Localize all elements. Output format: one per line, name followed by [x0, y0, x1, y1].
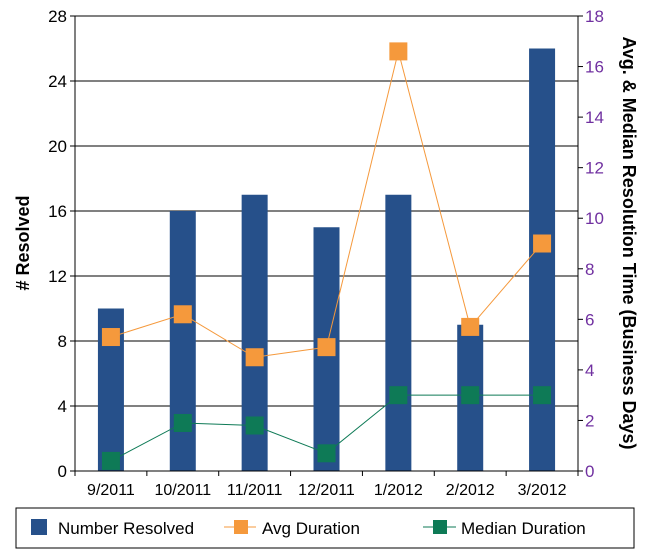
axes [74, 16, 579, 472]
marker-avg-duration [101, 328, 120, 347]
marker-median-duration [173, 413, 192, 432]
right-axis-title: Avg. & Median Resolution Time (Business … [619, 36, 639, 449]
left-tick-label: 20 [48, 137, 67, 156]
marker-avg-duration [533, 234, 552, 253]
left-tick-label: 8 [58, 332, 67, 351]
series-markers [101, 42, 552, 470]
legend-label-number-resolved: Number Resolved [58, 519, 194, 538]
left-axis-title: # Resolved [13, 195, 33, 290]
marker-avg-duration [461, 317, 480, 336]
legend-marker-median-duration [433, 520, 447, 534]
marker-avg-duration [389, 42, 408, 61]
left-tick-label: 28 [48, 7, 67, 26]
legend-frame [15, 507, 635, 549]
marker-median-duration [101, 451, 120, 470]
legend-marker-avg-duration [234, 520, 248, 534]
marker-median-duration [245, 416, 264, 435]
marker-avg-duration [317, 338, 336, 357]
left-tick-label: 4 [58, 397, 67, 416]
x-tick-label: 3/2012 [518, 482, 567, 499]
marker-median-duration [461, 386, 480, 405]
right-tick-label: 0 [585, 462, 594, 481]
bar-number-resolved [169, 211, 196, 471]
right-tick-label: 2 [585, 411, 594, 430]
bar-number-resolved [529, 48, 556, 471]
x-tick-label: 12/2011 [298, 482, 355, 499]
right-tick-label: 18 [585, 7, 604, 26]
right-tick-label: 6 [585, 310, 594, 329]
x-tick-label: 10/2011 [154, 482, 211, 499]
left-axis-ticks: 0 4 8 12 16 20 24 28 [48, 7, 75, 481]
x-tick-label: 9/2011 [87, 482, 135, 499]
right-tick-label: 8 [585, 260, 594, 279]
right-tick-label: 12 [585, 159, 604, 178]
marker-avg-duration [173, 305, 192, 324]
right-tick-label: 16 [585, 58, 604, 77]
marker-median-duration [389, 386, 408, 405]
marker-avg-duration [245, 348, 264, 367]
bars-number-resolved [97, 48, 556, 471]
x-tick-label: 11/2011 [227, 482, 283, 499]
right-tick-label: 14 [585, 108, 604, 127]
x-axis-ticks: 9/2011 10/2011 11/2011 12/2011 1/2012 2/2012 3… [74, 471, 579, 499]
right-tick-label: 4 [585, 361, 594, 380]
bar-number-resolved [385, 194, 412, 471]
legend-swatch-number-resolved [31, 519, 47, 535]
x-tick-label: 2/2012 [446, 482, 495, 499]
legend: Number Resolved Avg Duration Median Dura… [15, 507, 635, 549]
right-tick-label: 10 [585, 209, 604, 228]
left-tick-label: 12 [48, 267, 67, 286]
left-tick-label: 0 [58, 462, 67, 481]
marker-median-duration [317, 444, 336, 463]
legend-label-avg-duration: Avg Duration [262, 519, 360, 538]
right-axis-ticks: 0 2 4 6 8 10 12 14 16 18 [578, 7, 604, 481]
left-tick-label: 24 [48, 72, 67, 91]
legend-label-median-duration: Median Duration [461, 519, 586, 538]
marker-median-duration [533, 386, 552, 405]
x-tick-label: 1/2012 [374, 482, 423, 499]
left-tick-label: 16 [48, 202, 67, 221]
